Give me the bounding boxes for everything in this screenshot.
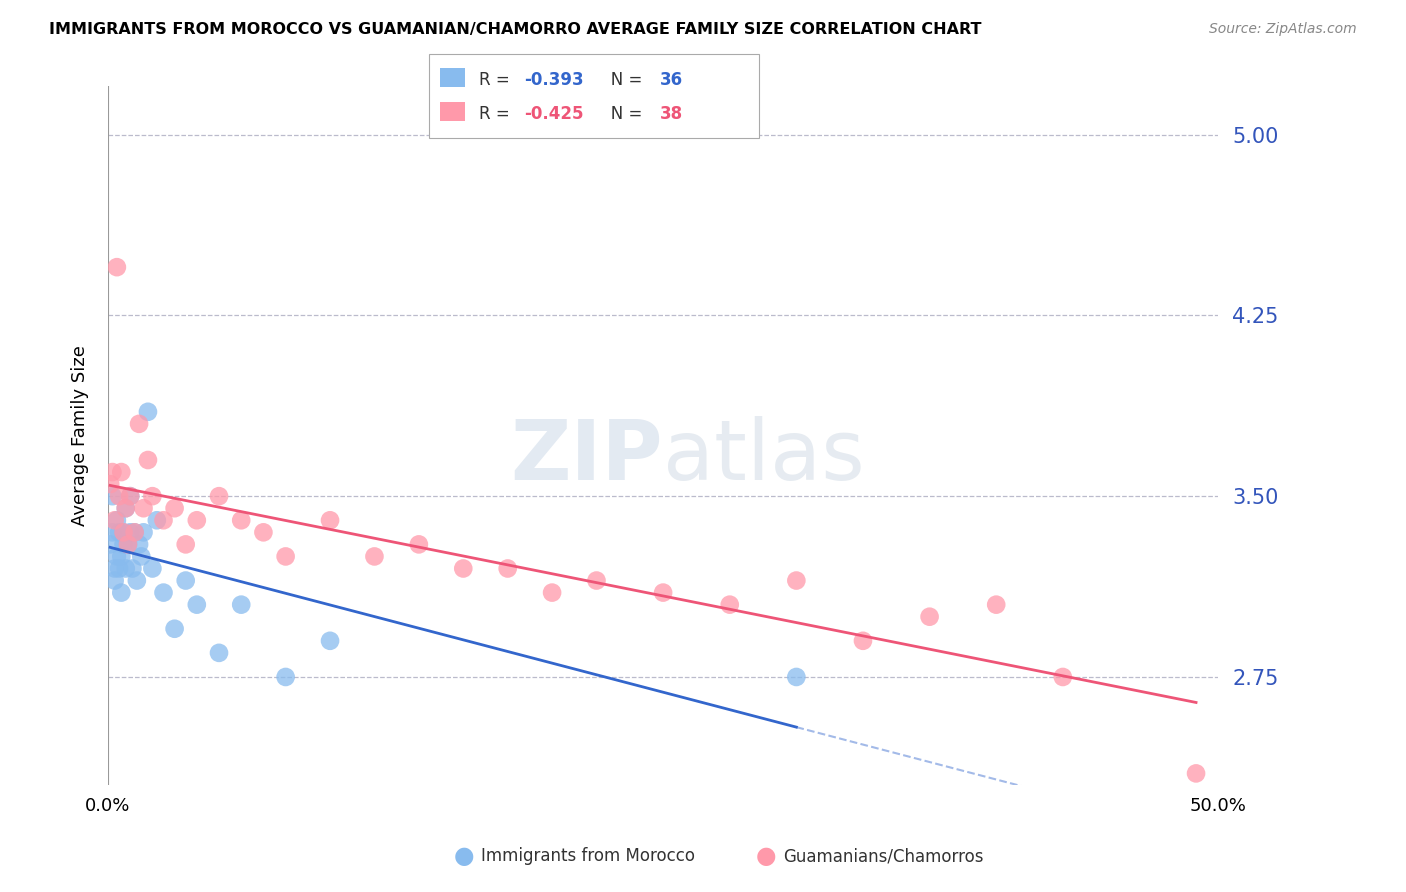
Point: [121, 561, 143, 575]
Point: [128, 417, 150, 431]
Point: [785, 574, 807, 588]
Text: R =: R =: [479, 105, 516, 123]
Point: [363, 549, 385, 564]
Point: [108, 561, 131, 575]
Point: [129, 549, 152, 564]
Point: [120, 525, 142, 540]
Point: [208, 489, 231, 503]
Text: -0.425: -0.425: [524, 105, 583, 123]
Point: [319, 633, 342, 648]
Point: [186, 513, 208, 527]
Point: [136, 453, 159, 467]
Text: R =: R =: [479, 71, 516, 89]
Point: [408, 537, 430, 551]
Point: [274, 549, 297, 564]
Point: [114, 501, 136, 516]
Point: [114, 501, 136, 516]
Text: atlas: atlas: [664, 417, 865, 498]
Text: IMMIGRANTS FROM MOROCCO VS GUAMANIAN/CHAMORRO AVERAGE FAMILY SIZE CORRELATION CH: IMMIGRANTS FROM MOROCCO VS GUAMANIAN/CHA…: [49, 22, 981, 37]
Point: [918, 609, 941, 624]
Point: [120, 489, 142, 503]
Point: [186, 598, 208, 612]
Point: [163, 501, 186, 516]
Text: N =: N =: [595, 105, 647, 123]
Point: [110, 585, 132, 599]
Text: 36: 36: [659, 71, 682, 89]
Text: Immigrants from Morocco: Immigrants from Morocco: [481, 847, 695, 865]
Point: [132, 525, 155, 540]
Point: [112, 525, 135, 540]
Point: [152, 513, 174, 527]
Point: [496, 561, 519, 575]
Text: Guamanians/Chamorros: Guamanians/Chamorros: [783, 847, 984, 865]
Point: [104, 574, 127, 588]
Point: [274, 670, 297, 684]
Point: [163, 622, 186, 636]
Point: [652, 585, 675, 599]
Point: [174, 537, 197, 551]
Point: [585, 574, 607, 588]
Point: [208, 646, 231, 660]
Y-axis label: Average Family Size: Average Family Size: [72, 345, 89, 526]
Point: [152, 585, 174, 599]
Point: [110, 549, 132, 564]
Point: [136, 405, 159, 419]
Point: [112, 525, 135, 540]
Point: [101, 465, 124, 479]
Point: [104, 561, 127, 575]
Point: [451, 561, 474, 575]
Point: [125, 574, 148, 588]
Text: ●: ●: [756, 845, 776, 868]
Point: [98, 477, 121, 491]
Point: [98, 537, 121, 551]
Point: [101, 489, 124, 503]
Point: [104, 513, 127, 527]
Point: [252, 525, 274, 540]
Point: [319, 513, 342, 527]
Point: [1185, 766, 1208, 780]
Point: [174, 574, 197, 588]
Point: [146, 513, 169, 527]
Point: [108, 525, 131, 540]
Point: [231, 598, 253, 612]
Point: [1052, 670, 1074, 684]
Point: [141, 561, 163, 575]
Point: [124, 525, 146, 540]
Text: 38: 38: [659, 105, 682, 123]
Point: [132, 501, 155, 516]
Point: [114, 561, 136, 575]
Point: [117, 537, 139, 551]
Point: [112, 537, 135, 551]
Point: [141, 489, 163, 503]
Point: [852, 633, 875, 648]
Text: ●: ●: [454, 845, 474, 868]
Point: [785, 670, 807, 684]
Point: [231, 513, 253, 527]
Point: [120, 489, 142, 503]
Point: [117, 537, 139, 551]
Point: [718, 598, 741, 612]
Text: ZIP: ZIP: [510, 417, 664, 498]
Point: [124, 525, 146, 540]
Point: [105, 549, 128, 564]
Text: Source: ZipAtlas.com: Source: ZipAtlas.com: [1209, 22, 1357, 37]
Point: [986, 598, 1008, 612]
Point: [108, 489, 131, 503]
Point: [128, 537, 150, 551]
Text: -0.393: -0.393: [524, 71, 583, 89]
Point: [105, 260, 128, 275]
Text: N =: N =: [595, 71, 647, 89]
Point: [101, 525, 124, 540]
Point: [105, 513, 128, 527]
Point: [541, 585, 564, 599]
Point: [110, 465, 132, 479]
